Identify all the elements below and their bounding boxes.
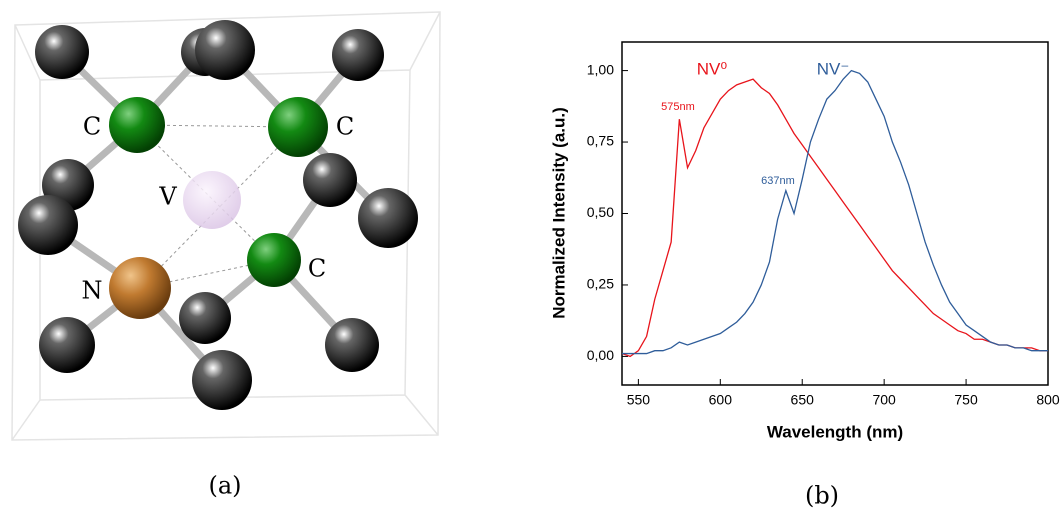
- caption: (a): [208, 472, 241, 500]
- carbon-neighbor: [109, 97, 165, 153]
- spectrum-line: [622, 69, 1048, 355]
- x-axis-title: Wavelength (nm): [767, 422, 903, 441]
- atom-label: C: [336, 113, 354, 141]
- crystal-diagram: C C V C N (a): [11, 11, 441, 500]
- carbon-atoms: [18, 20, 418, 410]
- nitrogen-atom: [109, 257, 171, 319]
- caption: (b): [805, 482, 839, 510]
- cell-frame: [11, 11, 441, 441]
- y-tick-label: 0,00: [587, 347, 614, 363]
- atom-label: C: [308, 255, 326, 283]
- series-label: NV⁻: [817, 59, 850, 78]
- atom-label: N: [82, 277, 103, 305]
- annotation: 637nm: [761, 175, 795, 187]
- y-tick-label: 0,50: [587, 204, 614, 220]
- x-tick-label: 800: [1036, 392, 1060, 408]
- atom-label: V: [158, 183, 177, 211]
- x-tick-label: 750: [954, 392, 978, 408]
- annotation: 575nm: [661, 101, 695, 113]
- vacancy: [183, 171, 241, 229]
- carbon-neighbor: [247, 233, 301, 287]
- spectrum-line: [621, 78, 1048, 358]
- x-tick-label: 700: [872, 392, 896, 408]
- y-tick-label: 0,25: [587, 276, 614, 292]
- y-axis-title: Normalized Intensity (a.u.): [549, 107, 568, 319]
- x-tick-label: 550: [627, 392, 651, 408]
- atom-label: C: [83, 113, 101, 141]
- x-tick-label: 600: [709, 392, 733, 408]
- plot-frame: [621, 41, 1049, 386]
- series-label: NV⁰: [697, 59, 728, 78]
- x-tick-label: 650: [791, 392, 815, 408]
- y-tick-label: 0,75: [587, 133, 614, 149]
- carbon-neighbor: [268, 97, 328, 157]
- y-tick-label: 1,00: [587, 61, 614, 77]
- spectrum-chart: Wavelength (nm) Normalized Intensity (a.…: [549, 41, 1060, 510]
